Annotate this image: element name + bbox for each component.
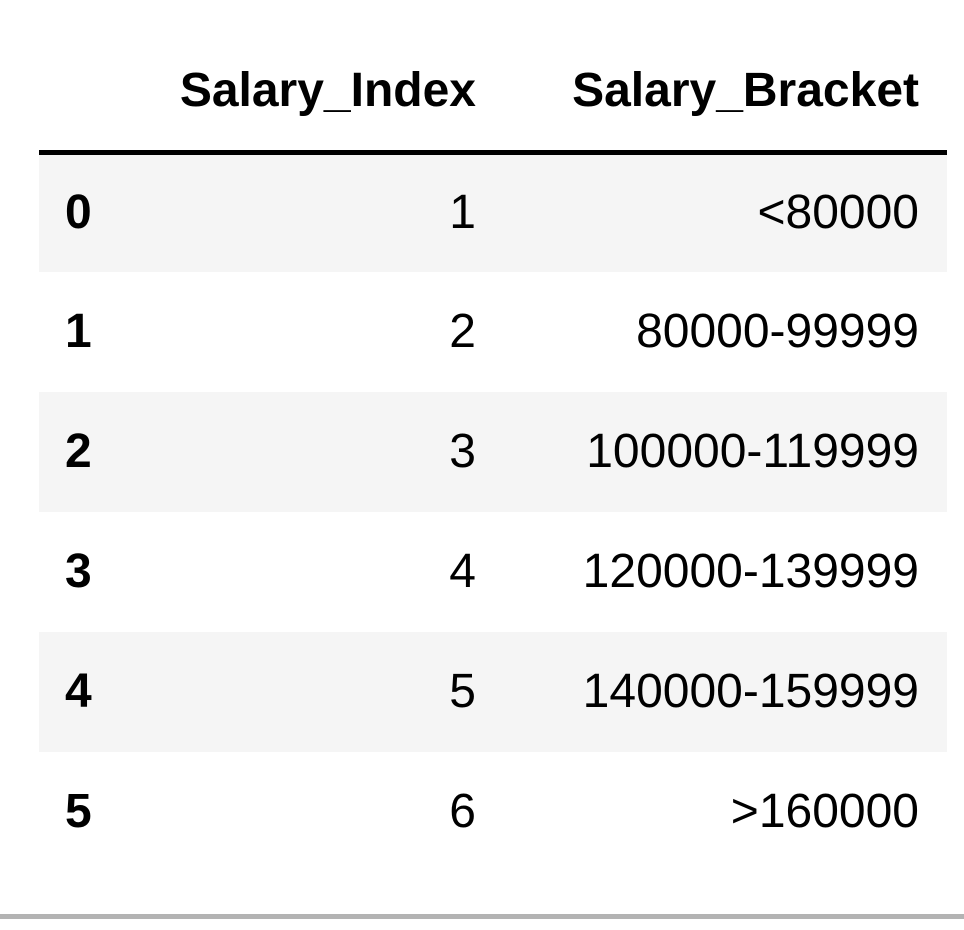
salary-index-column-header: Salary_Index [150, 32, 476, 155]
table-header: Salary_Index Salary_Bracket [39, 32, 947, 155]
salary-bracket-cell: 140000-159999 [582, 665, 919, 718]
row-index: 4 [65, 665, 92, 718]
header-row: Salary_Index Salary_Bracket [39, 32, 947, 155]
salary-bracket-cell: <80000 [757, 186, 919, 240]
row-index: 3 [65, 545, 92, 598]
table-row: 2 3 100000-119999 [39, 392, 947, 512]
salary-index-cell: 2 [449, 305, 476, 358]
table-row: 5 6 >160000 [39, 752, 947, 872]
row-index: 0 [65, 186, 92, 240]
table-row: 3 4 120000-139999 [39, 512, 947, 632]
table-row: 0 1 <80000 [39, 152, 947, 272]
row-index: 2 [65, 425, 92, 478]
table-row: 1 2 80000-99999 [39, 272, 947, 392]
salary-bracket-column-header: Salary_Bracket [476, 32, 947, 155]
salary-bracket-cell: 100000-119999 [586, 425, 919, 478]
index-column-header [39, 32, 150, 155]
salary-bracket-cell: 80000-99999 [636, 305, 919, 358]
salary-bracket-cell: >160000 [730, 785, 919, 838]
row-index: 1 [65, 305, 92, 358]
table-row: 4 5 140000-159999 [39, 632, 947, 752]
salary-table: Salary_Index Salary_Bracket 0 1 <80000 1… [39, 32, 947, 872]
row-index: 5 [65, 785, 92, 838]
salary-index-cell: 4 [449, 545, 476, 598]
salary-index-cell: 1 [449, 186, 476, 240]
salary-index-cell: 5 [449, 665, 476, 718]
salary-index-cell: 3 [449, 425, 476, 478]
salary-index-cell: 6 [449, 785, 476, 838]
salary-bracket-cell: 120000-139999 [582, 545, 919, 598]
output-bottom-divider [0, 914, 964, 919]
table-body: 0 1 <80000 1 2 80000-99999 2 3 100000-11… [39, 152, 947, 872]
